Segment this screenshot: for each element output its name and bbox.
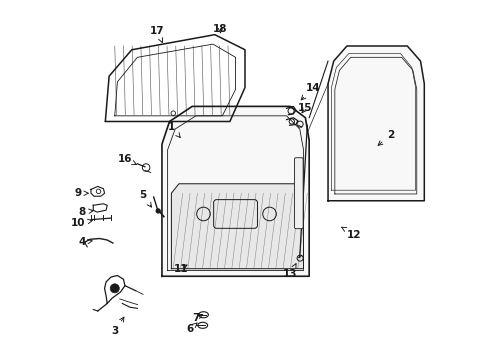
Text: 12: 12 <box>342 227 362 240</box>
Circle shape <box>188 262 192 266</box>
FancyBboxPatch shape <box>294 158 303 229</box>
Text: 2: 2 <box>378 130 394 145</box>
Text: 7: 7 <box>192 313 203 323</box>
Text: 10: 10 <box>71 219 92 228</box>
Text: 6: 6 <box>187 323 197 334</box>
Text: 3: 3 <box>111 317 124 336</box>
Text: 11: 11 <box>173 264 188 274</box>
Polygon shape <box>172 184 303 269</box>
Circle shape <box>156 209 160 213</box>
Text: 1: 1 <box>168 122 180 138</box>
Text: 9: 9 <box>74 188 88 198</box>
Text: 14: 14 <box>301 82 320 100</box>
Text: 13: 13 <box>283 264 297 279</box>
Polygon shape <box>162 107 309 276</box>
Text: 4: 4 <box>78 237 92 247</box>
Text: 15: 15 <box>298 103 313 113</box>
Text: 8: 8 <box>78 207 93 217</box>
Polygon shape <box>328 46 424 201</box>
Text: 18: 18 <box>213 24 228 34</box>
Text: 16: 16 <box>118 154 137 165</box>
Text: 17: 17 <box>150 26 165 42</box>
Circle shape <box>110 284 119 293</box>
Text: 5: 5 <box>140 190 151 207</box>
